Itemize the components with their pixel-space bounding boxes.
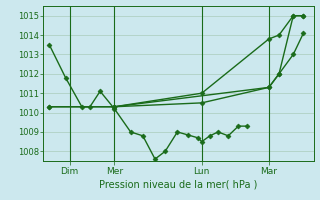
X-axis label: Pression niveau de la mer( hPa ): Pression niveau de la mer( hPa ) [99, 180, 258, 190]
